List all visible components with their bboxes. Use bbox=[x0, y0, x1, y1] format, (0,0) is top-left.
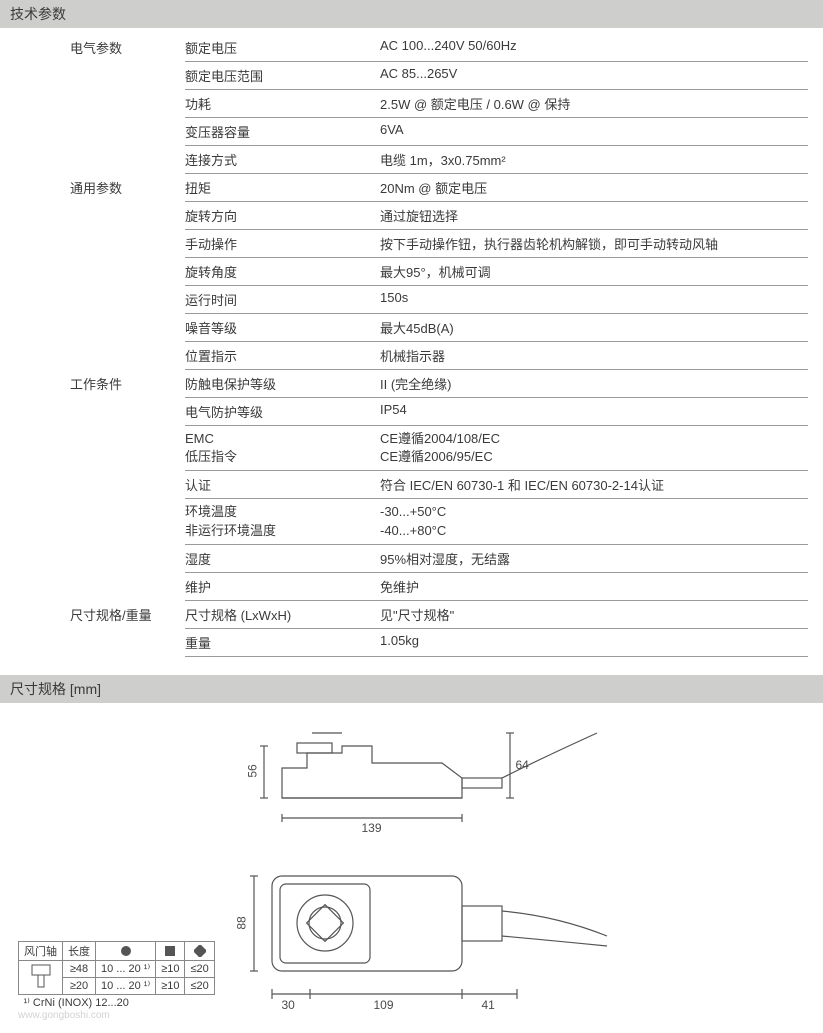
param-label: 连接方式 bbox=[185, 146, 380, 174]
param-label: 位置指示 bbox=[185, 342, 380, 370]
param-label: 扭矩 bbox=[185, 174, 380, 202]
param-label: 额定电压 bbox=[185, 34, 380, 62]
table-row: 环境温度非运行环境温度 -30...+50°C-40...+80°C bbox=[15, 499, 808, 544]
shaft-header: 风门轴 bbox=[19, 941, 63, 960]
param-label: 噪音等级 bbox=[185, 314, 380, 342]
table-row: ¹⁾ CrNi (INOX) 12...20 bbox=[19, 994, 215, 1010]
table-row: 电气防护等级 IP54 bbox=[15, 398, 808, 426]
dim-label: 109 bbox=[374, 998, 394, 1012]
table-row: 通用参数 扭矩 20Nm @ 额定电压 bbox=[15, 174, 808, 202]
shaft-icon-cell bbox=[19, 960, 63, 994]
dim-label: 41 bbox=[482, 998, 495, 1012]
param-value: -30...+50°C-40...+80°C bbox=[380, 499, 808, 544]
table-row: 运行时间 150s bbox=[15, 286, 808, 314]
table-row: 电气参数 额定电压 AC 100...240V 50/60Hz bbox=[15, 34, 808, 62]
param-value: CE遵循2004/108/ECCE遵循2006/95/EC bbox=[380, 426, 808, 471]
param-label: 旋转角度 bbox=[185, 258, 380, 286]
diamond-icon bbox=[185, 941, 214, 960]
param-value: IP54 bbox=[380, 398, 808, 426]
table-row: 连接方式 电缆 1m，3x0.75mm² bbox=[15, 146, 808, 174]
param-label: EMC低压指令 bbox=[185, 426, 380, 471]
square-icon bbox=[156, 941, 185, 960]
param-value: 150s bbox=[380, 286, 808, 314]
table-row: 旋转方向 通过旋钮选择 bbox=[15, 202, 808, 230]
length-header: 长度 bbox=[63, 941, 96, 960]
table-row: 功耗 2.5W @ 额定电压 / 0.6W @ 保持 bbox=[15, 90, 808, 118]
spec-table: 电气参数 额定电压 AC 100...240V 50/60Hz 额定电压范围 A… bbox=[0, 28, 823, 661]
param-label: 电气防护等级 bbox=[185, 398, 380, 426]
param-value: 95%相对湿度，无结露 bbox=[380, 545, 808, 573]
param-label: 环境温度非运行环境温度 bbox=[185, 499, 380, 544]
group-label-electrical: 电气参数 bbox=[15, 34, 185, 62]
shaft-table: 风门轴 长度 ≥48 10 ... 20 ¹⁾ ≥10 ≤20 ≥20 10 .… bbox=[18, 941, 215, 1021]
table-row: 位置指示 机械指示器 bbox=[15, 342, 808, 370]
param-label: 额定电压范围 bbox=[185, 62, 380, 90]
param-value: 电缆 1m，3x0.75mm² bbox=[380, 146, 808, 174]
table-row: 认证 符合 IEC/EN 60730-1 和 IEC/EN 60730-2-14… bbox=[15, 471, 808, 499]
param-value: 20Nm @ 额定电压 bbox=[380, 174, 808, 202]
circle-icon bbox=[96, 941, 156, 960]
param-value: 2.5W @ 额定电压 / 0.6W @ 保持 bbox=[380, 90, 808, 118]
dimensions-section: 56 64 139 bbox=[0, 703, 823, 1033]
table-row: 手动操作 按下手动操作钮，执行器齿轮机构解锁，即可手动转动风轴 bbox=[15, 230, 808, 258]
param-value: 最大95°，机械可调 bbox=[380, 258, 808, 286]
dim-label: 139 bbox=[362, 821, 382, 835]
table-row: 噪音等级 最大45dB(A) bbox=[15, 314, 808, 342]
param-label: 防触电保护等级 bbox=[185, 370, 380, 398]
param-value: 按下手动操作钮，执行器齿轮机构解锁，即可手动转动风轴 bbox=[380, 230, 808, 258]
param-value: AC 100...240V 50/60Hz bbox=[380, 34, 808, 62]
param-label: 尺寸规格 (LxWxH) bbox=[185, 601, 380, 629]
param-value: AC 85...265V bbox=[380, 62, 808, 90]
table-row: 额定电压范围 AC 85...265V bbox=[15, 62, 808, 90]
param-value: 机械指示器 bbox=[380, 342, 808, 370]
table-row: 维护 免维护 bbox=[15, 573, 808, 601]
dim-label: 56 bbox=[245, 764, 259, 777]
table-row: ≥48 10 ... 20 ¹⁾ ≥10 ≤20 bbox=[19, 960, 215, 977]
dim-label: 88 bbox=[234, 916, 248, 929]
table-row: 尺寸规格/重量 尺寸规格 (LxWxH) 见"尺寸规格" bbox=[15, 601, 808, 629]
param-label: 功耗 bbox=[185, 90, 380, 118]
group-label-dim-weight: 尺寸规格/重量 bbox=[15, 601, 185, 629]
param-label: 手动操作 bbox=[185, 230, 380, 258]
param-value: 6VA bbox=[380, 118, 808, 146]
dim-label: 64 bbox=[516, 758, 529, 772]
param-value: II (完全绝缘) bbox=[380, 370, 808, 398]
param-label: 维护 bbox=[185, 573, 380, 601]
param-label: 变压器容量 bbox=[185, 118, 380, 146]
table-row: 工作条件 防触电保护等级 II (完全绝缘) bbox=[15, 370, 808, 398]
top-view-diagram: 88 30 109 41 bbox=[202, 856, 622, 1016]
table-footnote: ¹⁾ CrNi (INOX) 12...20 bbox=[19, 994, 215, 1010]
dim-label: 30 bbox=[282, 998, 295, 1012]
section-header-dimensions: 尺寸规格 [mm] bbox=[0, 675, 823, 703]
section-header-tech-spec: 技术参数 bbox=[0, 0, 823, 28]
param-value: 最大45dB(A) bbox=[380, 314, 808, 342]
table-row: 变压器容量 6VA bbox=[15, 118, 808, 146]
param-value: 通过旋钮选择 bbox=[380, 202, 808, 230]
table-row: 旋转角度 最大95°，机械可调 bbox=[15, 258, 808, 286]
watermark-text: www.gongboshi.com bbox=[18, 1010, 215, 1021]
group-label-operating: 工作条件 bbox=[15, 370, 185, 398]
param-label: 旋转方向 bbox=[185, 202, 380, 230]
param-value: 免维护 bbox=[380, 573, 808, 601]
table-row: EMC低压指令 CE遵循2004/108/ECCE遵循2006/95/EC bbox=[15, 426, 808, 471]
param-value: 1.05kg bbox=[380, 629, 808, 657]
param-label: 湿度 bbox=[185, 545, 380, 573]
table-row: 重量 1.05kg bbox=[15, 629, 808, 657]
param-label: 认证 bbox=[185, 471, 380, 499]
group-label-general: 通用参数 bbox=[15, 174, 185, 202]
param-label: 重量 bbox=[185, 629, 380, 657]
param-value: 见"尺寸规格" bbox=[380, 601, 808, 629]
param-label: 运行时间 bbox=[185, 286, 380, 314]
param-value: 符合 IEC/EN 60730-1 和 IEC/EN 60730-2-14认证 bbox=[380, 471, 808, 499]
side-view-diagram: 56 64 139 bbox=[202, 728, 622, 838]
table-row: 湿度 95%相对湿度，无结露 bbox=[15, 545, 808, 573]
